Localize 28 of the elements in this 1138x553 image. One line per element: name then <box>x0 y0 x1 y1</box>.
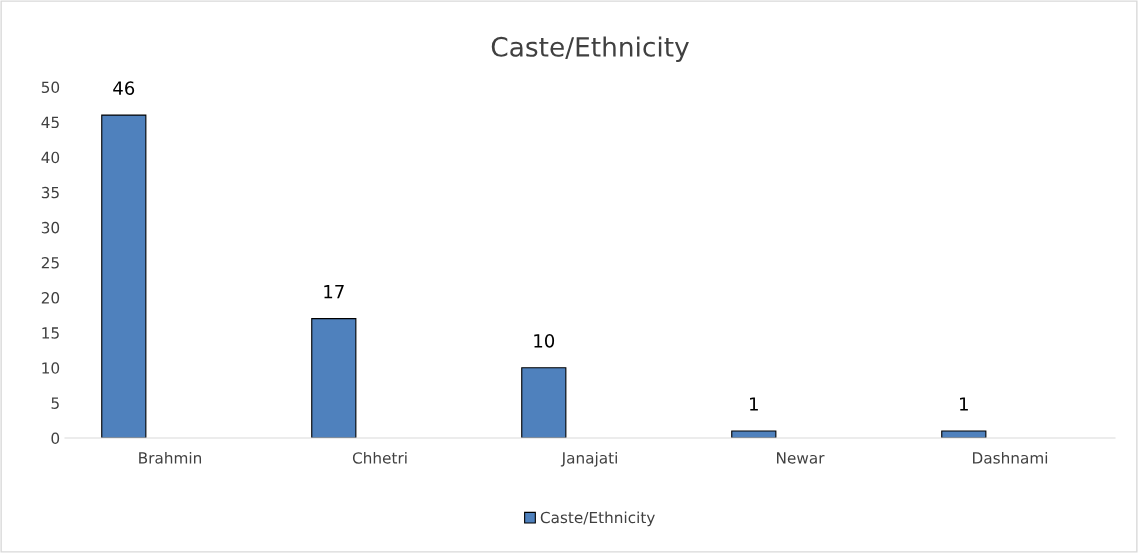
x-tick-label: Brahmin <box>139 451 202 464</box>
y-tick-label: 30 <box>41 221 60 234</box>
data-label: 10 <box>534 333 555 348</box>
x-tick-label: Chhetri <box>352 451 407 464</box>
data-label: 1 <box>750 397 758 411</box>
x-tick-label: Dashnami <box>973 451 1048 464</box>
y-tick-label: 10 <box>42 362 60 374</box>
data-label: 1 <box>960 397 968 411</box>
bar <box>731 430 777 438</box>
legend-label: Caste/Ethnicity <box>540 511 655 527</box>
y-tick-label: 35 <box>41 186 59 199</box>
y-tick-label: 0 <box>51 432 60 445</box>
data-label: 46 <box>113 81 135 95</box>
bar <box>101 114 147 438</box>
data-label: 17 <box>324 285 344 299</box>
y-tick-label: 25 <box>41 256 59 269</box>
y-tick-label: 50 <box>41 81 60 94</box>
y-tick-label: 15 <box>42 327 59 339</box>
y-tick-label: 20 <box>41 292 60 304</box>
y-tick-label: 45 <box>41 116 59 129</box>
y-tick-label: 40 <box>41 151 60 164</box>
x-tick-label: Newar <box>777 452 825 464</box>
chart-title: Caste/Ethnicity <box>491 36 689 62</box>
x-tick-label: Janajati <box>560 451 617 467</box>
bar <box>311 318 357 438</box>
bar <box>941 430 987 438</box>
bar <box>521 367 567 438</box>
y-tick-label: 5 <box>51 397 59 409</box>
